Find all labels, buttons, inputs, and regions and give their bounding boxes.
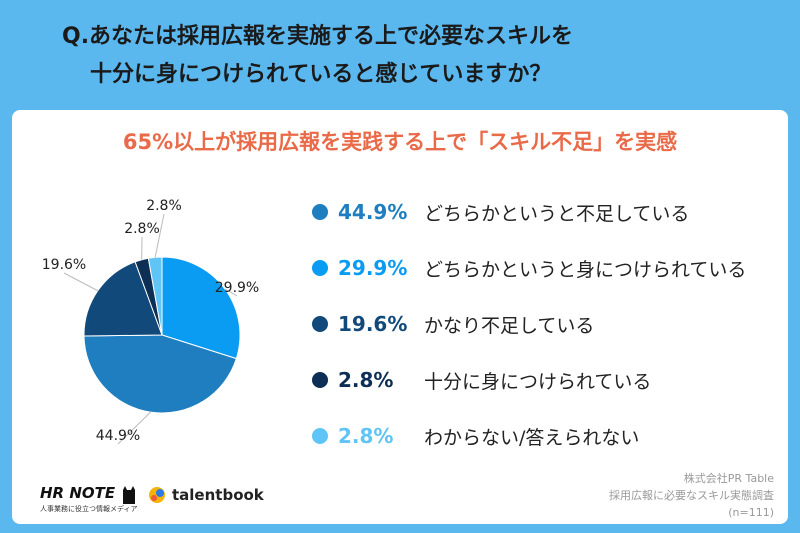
legend-label: 十分に身につけられている: [424, 370, 652, 393]
legend-item: 2.8% 十分に身につけられている: [312, 366, 651, 394]
pie-chart: 29.9% 44.9% 19.6% 2.8% 2.8%: [42, 198, 259, 445]
pie-leader-line: [224, 288, 238, 297]
source-survey: 採用広報に必要なスキル実態調査: [609, 489, 774, 502]
pie-slice: [83, 334, 237, 414]
legend-percent: 2.8%: [338, 368, 394, 392]
legend-percent: 44.9%: [338, 200, 408, 224]
legend-percent: 29.9%: [338, 256, 408, 280]
pie-slice: [161, 256, 241, 360]
pie-slice: [83, 261, 163, 337]
hr-note-tagline: 人事業務に役立つ情報メディア: [40, 505, 138, 513]
legend-percent: 19.6%: [338, 312, 408, 336]
pie-data-label: 2.8%: [124, 221, 160, 237]
question-line-1: Q.あなたは採用広報を実施する上で必要なスキルを: [62, 24, 574, 49]
hr-note-logo: HR NOTE: [40, 484, 116, 502]
legend-label: わからない/答えられない: [424, 426, 640, 449]
legend-item: 44.9% どちらかというと不足している: [312, 198, 689, 226]
legend-item: 2.8% わからない/答えられない: [312, 422, 639, 450]
legend-percent: 2.8%: [338, 424, 394, 448]
pie-leader-line: [117, 411, 151, 445]
legend-label: どちらかというと身につけられている: [424, 258, 747, 281]
source-n: (n=111): [728, 506, 774, 519]
question-line-2: 十分に身につけられていると感じていますか？: [90, 62, 552, 87]
talentbook-logo: talentbook: [148, 486, 264, 504]
pie-leader-line: [154, 213, 165, 258]
talentbook-icon: [149, 487, 165, 503]
legend-dot-icon: [312, 372, 328, 388]
chart-card: 65%以上が採用広報を実践する上で「スキル不足」を実感 29.9% 44.9% 19…: [12, 110, 788, 524]
legend-label: かなり不足している: [424, 314, 595, 337]
legend-item: 19.6% かなり不足している: [312, 310, 594, 338]
legend-dot-icon: [312, 316, 328, 332]
legend-dot-icon: [312, 204, 328, 220]
source-note: 株式会社PR Table 採用広報に必要なスキル実態調査 (n=111): [609, 470, 774, 521]
legend-dot-icon: [312, 428, 328, 444]
pie-data-label: 44.9%: [96, 428, 140, 444]
headline: 65%以上が採用広報を実践する上で「スキル不足」を実感: [122, 130, 678, 154]
talentbook-text: talentbook: [172, 486, 264, 504]
legend-label: どちらかというと不足している: [424, 202, 690, 225]
source-company: 株式会社PR Table: [683, 472, 774, 485]
pie-data-label: 29.9%: [215, 280, 259, 296]
pie-data-label: 19.6%: [42, 257, 86, 273]
pie-data-label: 2.8%: [146, 198, 182, 214]
legend-dot-icon: [312, 260, 328, 276]
pie-slice: [147, 256, 163, 336]
cat-icon: [123, 486, 135, 504]
legend-item: 29.9% どちらかというと身につけられている: [312, 254, 746, 282]
pie-leader-line: [63, 272, 98, 292]
